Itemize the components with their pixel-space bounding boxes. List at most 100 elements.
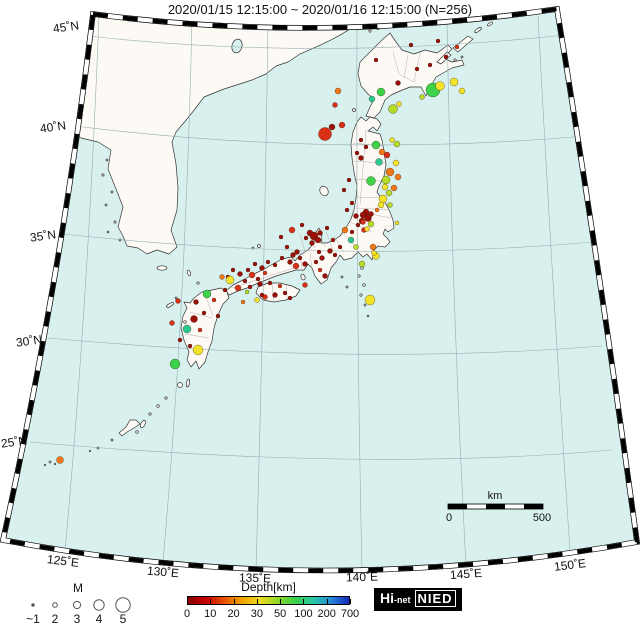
quake-marker — [341, 226, 349, 234]
scale-end: 500 — [533, 512, 551, 524]
quake-marker — [419, 94, 425, 100]
depth-colorbar — [187, 596, 350, 605]
quake-marker — [353, 213, 359, 219]
quake-marker — [394, 173, 402, 181]
parallel-40n — [74, 125, 587, 146]
magnitude-legend-label: 3 — [74, 612, 81, 626]
quake-marker — [354, 150, 360, 156]
quake-marker — [454, 44, 460, 50]
quake-marker — [324, 225, 330, 231]
quake-marker — [355, 222, 361, 228]
quake-marker — [388, 104, 398, 114]
depth-tick-label: 100 — [294, 608, 313, 620]
quake-marker — [378, 194, 388, 204]
quake-marker — [309, 240, 315, 246]
meridian-130e — [162, 17, 193, 563]
quake-marker — [383, 151, 391, 159]
depth-tick-label: 20 — [227, 608, 240, 620]
quake-marker — [396, 101, 402, 107]
parallel-25n — [29, 441, 613, 460]
quake-marker — [337, 244, 343, 250]
magnitude-legend: M ~1 2 3 4 5 — [26, 581, 131, 626]
magnitude-legend-label: ~1 — [26, 612, 40, 626]
quake-marker — [385, 167, 395, 177]
land-continent-korea — [29, 9, 363, 255]
quake-marker — [303, 235, 309, 241]
quake-marker — [302, 282, 308, 288]
ryukyu-islands — [43, 378, 190, 467]
magnitude-legend-circle — [93, 599, 105, 611]
graticule — [29, 15, 613, 571]
logo-hi: Hi — [380, 590, 394, 606]
quake-marker — [378, 148, 386, 156]
magnitude-legend-label: 4 — [96, 612, 103, 626]
island-okinawa — [118, 419, 141, 437]
quake-marker — [278, 234, 284, 240]
quake-marker — [248, 271, 256, 279]
meridian-145e — [446, 21, 467, 567]
depth-tick-mark — [326, 599, 328, 604]
quake-marker — [240, 299, 246, 305]
map-frame — [0, 5, 640, 574]
quake-marker — [237, 271, 243, 277]
quake-marker — [190, 315, 198, 323]
quake-marker — [219, 274, 225, 280]
quake-marker — [319, 255, 325, 261]
quake-marker — [364, 294, 376, 306]
lat-label: 45˚N — [52, 18, 80, 35]
quake-marker — [371, 250, 377, 256]
lon-label: 140˚E — [346, 569, 379, 584]
lat-label: 40˚N — [39, 118, 67, 135]
quake-marker — [358, 155, 364, 161]
quake-marker — [393, 140, 401, 148]
quake-marker — [244, 289, 250, 295]
quake-marker — [288, 226, 296, 234]
quake-marker — [267, 280, 273, 286]
quake-marker — [385, 189, 393, 197]
quake-marker — [371, 140, 381, 150]
quake-marker — [443, 54, 449, 60]
quake-marker — [368, 95, 376, 103]
quake-marker — [408, 42, 414, 48]
izu-islands — [340, 266, 370, 318]
quake-marker — [316, 249, 322, 255]
quake-marker — [314, 236, 322, 244]
quake-marker — [363, 144, 369, 150]
depth-tick-mark — [303, 599, 305, 604]
island-goto — [166, 302, 174, 308]
parallel-30n — [47, 337, 603, 355]
magnitude-legend-label: 2 — [52, 612, 59, 626]
quake-marker — [375, 158, 383, 166]
quake-marker — [392, 159, 400, 167]
quake-marker — [330, 237, 336, 243]
depth-tick-mark — [256, 599, 258, 604]
quake-marker — [290, 252, 296, 258]
depth-tick-label: 50 — [274, 608, 287, 620]
meridian-125e — [64, 15, 100, 552]
scale-bar: km 0 500 — [446, 490, 551, 524]
quake-marker — [297, 255, 303, 261]
quake-marker — [317, 267, 323, 273]
quake-marker — [247, 284, 253, 290]
quake-marker — [197, 327, 203, 333]
quake-marker — [364, 226, 370, 232]
lat-label: 25˚N — [0, 433, 28, 450]
lon-label: 135˚E — [239, 570, 272, 584]
quake-marker — [257, 281, 263, 287]
quake-marker — [284, 244, 290, 250]
quake-marker — [349, 200, 355, 206]
quake-marker — [359, 211, 367, 219]
quake-marker — [193, 299, 199, 305]
depth-legend-title: Depth[km] — [241, 580, 296, 594]
magnitude-legend-title: M — [73, 581, 83, 595]
quake-marker — [201, 310, 207, 316]
scale-start: 0 — [446, 512, 452, 524]
quake-marker — [277, 283, 283, 289]
quake-marker — [222, 287, 228, 293]
quake-marker — [373, 57, 379, 63]
quake-marker — [187, 343, 193, 349]
island-sado — [319, 185, 329, 197]
quake-marker — [254, 297, 260, 303]
lon-label: 130˚E — [146, 564, 179, 581]
quake-marker — [202, 289, 212, 299]
